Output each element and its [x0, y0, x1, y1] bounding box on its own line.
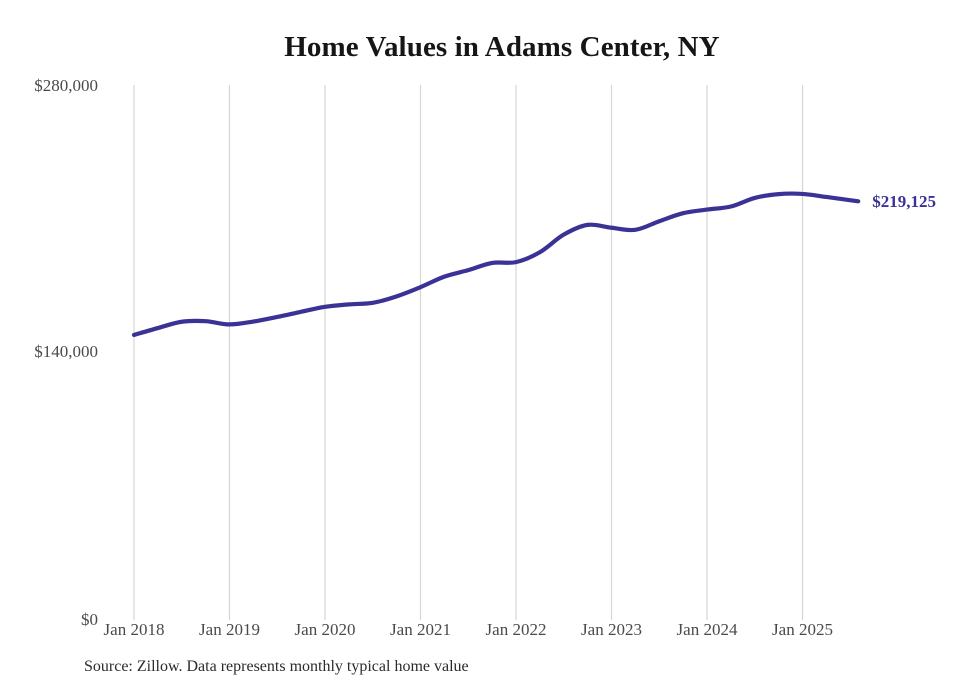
end-value-annotation: $219,125 — [872, 192, 936, 212]
x-axis-tick-jan-2019: Jan 2019 — [199, 620, 260, 639]
y-axis-tick-label-zero: $0 — [81, 610, 98, 629]
gridlines-group — [133, 85, 804, 620]
x-axis-tick-jan-2025: Jan 2025 — [772, 620, 833, 639]
line-chart-svg — [131, 85, 861, 620]
x-axis-tick-jan-2024: Jan 2024 — [676, 620, 738, 639]
x-axis-tick-jan-2018: Jan 2018 — [103, 620, 165, 639]
x-axis-tick-jan-2023: Jan 2023 — [581, 620, 642, 639]
plot-area — [110, 85, 894, 620]
y-axis-tick-label-top: $280,000 — [34, 76, 98, 95]
y-axis-tick-label-mid: $140,000 — [34, 342, 98, 361]
source-note: Source: Zillow. Data represents monthly … — [84, 658, 469, 675]
x-axis-tick-jan-2022: Jan 2022 — [485, 620, 547, 639]
series-line-typical-home-value — [131, 191, 861, 338]
x-axis-tick-jan-2021: Jan 2021 — [390, 620, 451, 639]
x-axis-tick-jan-2020: Jan 2020 — [294, 620, 356, 639]
page-title: Home Values in Adams Center, NY — [284, 31, 720, 63]
